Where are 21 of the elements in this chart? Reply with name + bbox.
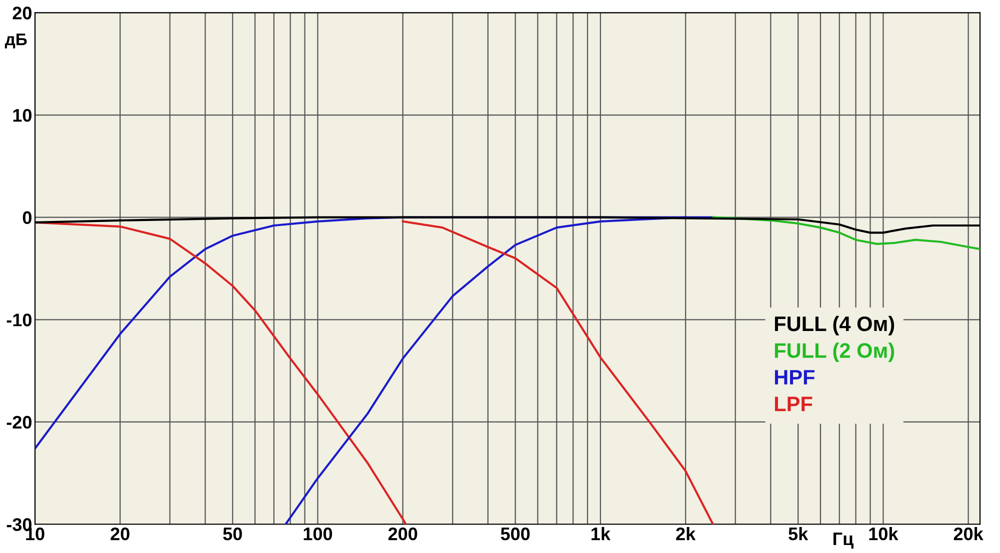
y-axis-title: дБ [4,34,27,48]
text: FULL (2 Ом) [774,342,894,362]
x-axis-title: Гц [834,532,854,549]
x-tick-label: 100 [304,528,332,540]
x-tick-label: 20k [954,527,984,540]
y-tick-label: 10 [13,108,32,122]
y-tick-label: -10 [6,314,32,326]
x-tick-label: 2k [676,527,696,540]
x-tick-label: 1k [592,527,611,540]
x-tick-label: 50 [223,528,242,540]
x-tick-label: 10k [869,527,898,540]
y-tick-label: 20 [12,6,32,20]
x-tick-label: 500 [500,528,530,540]
x-tick-label: 20 [110,528,130,540]
y-tick-label: 0 [22,211,32,224]
text: HPF [774,370,814,384]
text: FULL (4 Ом) [774,316,894,336]
text: LPF [774,396,812,412]
x-tick-label: 5k [788,527,808,540]
x-tick-label: 200 [388,528,418,540]
y-tick-label: -20 [6,416,32,429]
